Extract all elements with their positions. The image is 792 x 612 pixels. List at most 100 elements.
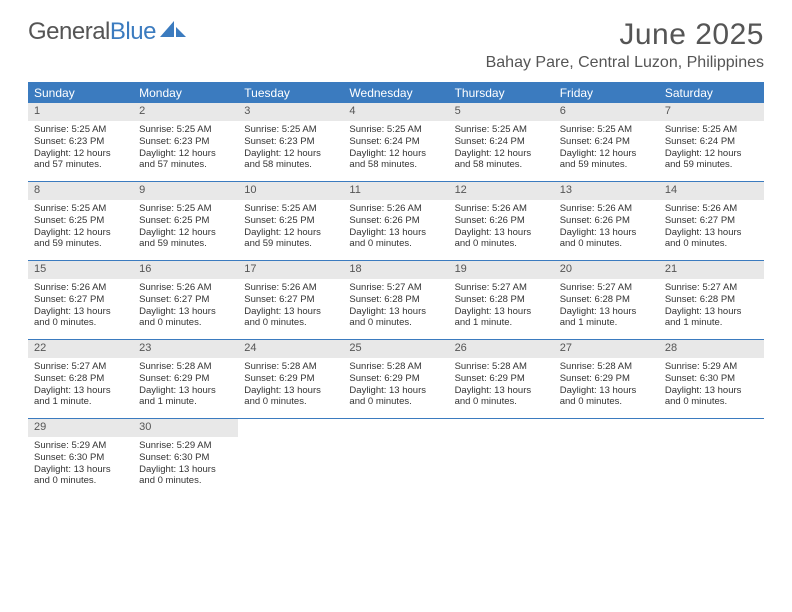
day-sunset: Sunset: 6:27 PM: [244, 294, 337, 306]
day-number: 28: [659, 340, 764, 358]
day-sunrise: Sunrise: 5:25 AM: [455, 124, 548, 136]
day-daylight2: and 0 minutes.: [34, 475, 127, 487]
day-number: 4: [343, 103, 448, 121]
day-daylight1: Daylight: 13 hours: [34, 385, 127, 397]
day-daylight2: and 0 minutes.: [349, 317, 442, 329]
day-number: 26: [449, 340, 554, 358]
day-cell: 14Sunrise: 5:26 AMSunset: 6:27 PMDayligh…: [659, 182, 764, 260]
day-daylight1: Daylight: 12 hours: [665, 148, 758, 160]
day-sunset: Sunset: 6:29 PM: [139, 373, 232, 385]
day-daylight2: and 0 minutes.: [665, 238, 758, 250]
day-body: Sunrise: 5:25 AMSunset: 6:25 PMDaylight:…: [133, 200, 238, 255]
day-body: Sunrise: 5:28 AMSunset: 6:29 PMDaylight:…: [343, 358, 448, 413]
day-sunrise: Sunrise: 5:25 AM: [244, 203, 337, 215]
day-sunset: Sunset: 6:28 PM: [349, 294, 442, 306]
day-daylight1: Daylight: 13 hours: [34, 464, 127, 476]
day-cell: 25Sunrise: 5:28 AMSunset: 6:29 PMDayligh…: [343, 340, 448, 418]
day-body: Sunrise: 5:25 AMSunset: 6:25 PMDaylight:…: [28, 200, 133, 255]
day-daylight2: and 0 minutes.: [560, 396, 653, 408]
empty-cell: [449, 419, 554, 497]
day-body: Sunrise: 5:26 AMSunset: 6:27 PMDaylight:…: [238, 279, 343, 334]
day-sunrise: Sunrise: 5:28 AM: [139, 361, 232, 373]
empty-cell: [554, 419, 659, 497]
day-body: Sunrise: 5:25 AMSunset: 6:25 PMDaylight:…: [238, 200, 343, 255]
day-cell: 13Sunrise: 5:26 AMSunset: 6:26 PMDayligh…: [554, 182, 659, 260]
day-daylight1: Daylight: 12 hours: [34, 227, 127, 239]
day-sunset: Sunset: 6:26 PM: [560, 215, 653, 227]
month-title: June 2025: [486, 18, 764, 52]
day-cell: 27Sunrise: 5:28 AMSunset: 6:29 PMDayligh…: [554, 340, 659, 418]
day-sunrise: Sunrise: 5:29 AM: [139, 440, 232, 452]
day-cell: 16Sunrise: 5:26 AMSunset: 6:27 PMDayligh…: [133, 261, 238, 339]
day-sunrise: Sunrise: 5:28 AM: [244, 361, 337, 373]
day-sunset: Sunset: 6:25 PM: [139, 215, 232, 227]
day-cell: 6Sunrise: 5:25 AMSunset: 6:24 PMDaylight…: [554, 103, 659, 181]
day-sunrise: Sunrise: 5:25 AM: [139, 203, 232, 215]
title-block: June 2025 Bahay Pare, Central Luzon, Phi…: [486, 18, 764, 72]
day-number: 18: [343, 261, 448, 279]
day-sunset: Sunset: 6:26 PM: [349, 215, 442, 227]
day-body: Sunrise: 5:25 AMSunset: 6:23 PMDaylight:…: [133, 121, 238, 176]
day-body: Sunrise: 5:26 AMSunset: 6:26 PMDaylight:…: [343, 200, 448, 255]
day-sunset: Sunset: 6:24 PM: [560, 136, 653, 148]
day-cell: 22Sunrise: 5:27 AMSunset: 6:28 PMDayligh…: [28, 340, 133, 418]
day-header-row: SundayMondayTuesdayWednesdayThursdayFrid…: [28, 83, 764, 103]
day-sunrise: Sunrise: 5:25 AM: [139, 124, 232, 136]
day-number: 15: [28, 261, 133, 279]
day-cell: 15Sunrise: 5:26 AMSunset: 6:27 PMDayligh…: [28, 261, 133, 339]
day-header-thursday: Thursday: [449, 83, 554, 103]
day-sunset: Sunset: 6:25 PM: [244, 215, 337, 227]
day-daylight2: and 57 minutes.: [139, 159, 232, 171]
weeks-container: 1Sunrise: 5:25 AMSunset: 6:23 PMDaylight…: [28, 103, 764, 497]
day-number: 11: [343, 182, 448, 200]
day-sunset: Sunset: 6:30 PM: [34, 452, 127, 464]
week-row: 8Sunrise: 5:25 AMSunset: 6:25 PMDaylight…: [28, 182, 764, 261]
day-number: 5: [449, 103, 554, 121]
day-daylight2: and 1 minute.: [665, 317, 758, 329]
day-body: Sunrise: 5:27 AMSunset: 6:28 PMDaylight:…: [659, 279, 764, 334]
day-daylight2: and 0 minutes.: [244, 396, 337, 408]
day-number: 23: [133, 340, 238, 358]
day-sunset: Sunset: 6:27 PM: [139, 294, 232, 306]
day-daylight1: Daylight: 12 hours: [34, 148, 127, 160]
day-cell: 18Sunrise: 5:27 AMSunset: 6:28 PMDayligh…: [343, 261, 448, 339]
day-cell: 4Sunrise: 5:25 AMSunset: 6:24 PMDaylight…: [343, 103, 448, 181]
day-body: Sunrise: 5:25 AMSunset: 6:24 PMDaylight:…: [343, 121, 448, 176]
day-sunset: Sunset: 6:27 PM: [665, 215, 758, 227]
day-cell: 26Sunrise: 5:28 AMSunset: 6:29 PMDayligh…: [449, 340, 554, 418]
day-daylight2: and 0 minutes.: [34, 317, 127, 329]
day-cell: 21Sunrise: 5:27 AMSunset: 6:28 PMDayligh…: [659, 261, 764, 339]
day-body: Sunrise: 5:26 AMSunset: 6:27 PMDaylight:…: [28, 279, 133, 334]
logo-text-2: Blue: [110, 18, 156, 46]
day-cell: 30Sunrise: 5:29 AMSunset: 6:30 PMDayligh…: [133, 419, 238, 497]
day-sunset: Sunset: 6:23 PM: [139, 136, 232, 148]
day-sunrise: Sunrise: 5:26 AM: [665, 203, 758, 215]
day-daylight2: and 58 minutes.: [455, 159, 548, 171]
logo-text-1: General: [28, 18, 110, 46]
day-body: Sunrise: 5:25 AMSunset: 6:24 PMDaylight:…: [659, 121, 764, 176]
day-daylight1: Daylight: 13 hours: [665, 306, 758, 318]
day-sunrise: Sunrise: 5:26 AM: [244, 282, 337, 294]
day-header-tuesday: Tuesday: [238, 83, 343, 103]
day-body: Sunrise: 5:27 AMSunset: 6:28 PMDaylight:…: [343, 279, 448, 334]
day-daylight1: Daylight: 12 hours: [455, 148, 548, 160]
day-body: Sunrise: 5:25 AMSunset: 6:24 PMDaylight:…: [554, 121, 659, 176]
day-sunset: Sunset: 6:24 PM: [455, 136, 548, 148]
day-daylight1: Daylight: 13 hours: [560, 227, 653, 239]
day-sunset: Sunset: 6:26 PM: [455, 215, 548, 227]
day-daylight1: Daylight: 12 hours: [560, 148, 653, 160]
day-daylight1: Daylight: 13 hours: [349, 306, 442, 318]
day-body: Sunrise: 5:27 AMSunset: 6:28 PMDaylight:…: [28, 358, 133, 413]
day-number: 14: [659, 182, 764, 200]
day-daylight2: and 0 minutes.: [349, 396, 442, 408]
day-daylight2: and 59 minutes.: [34, 238, 127, 250]
day-sunset: Sunset: 6:23 PM: [34, 136, 127, 148]
day-daylight1: Daylight: 12 hours: [349, 148, 442, 160]
day-cell: 12Sunrise: 5:26 AMSunset: 6:26 PMDayligh…: [449, 182, 554, 260]
day-sunrise: Sunrise: 5:25 AM: [244, 124, 337, 136]
day-daylight1: Daylight: 12 hours: [139, 227, 232, 239]
day-number: 24: [238, 340, 343, 358]
day-body: Sunrise: 5:29 AMSunset: 6:30 PMDaylight:…: [133, 437, 238, 492]
week-row: 29Sunrise: 5:29 AMSunset: 6:30 PMDayligh…: [28, 419, 764, 497]
day-header-sunday: Sunday: [28, 83, 133, 103]
